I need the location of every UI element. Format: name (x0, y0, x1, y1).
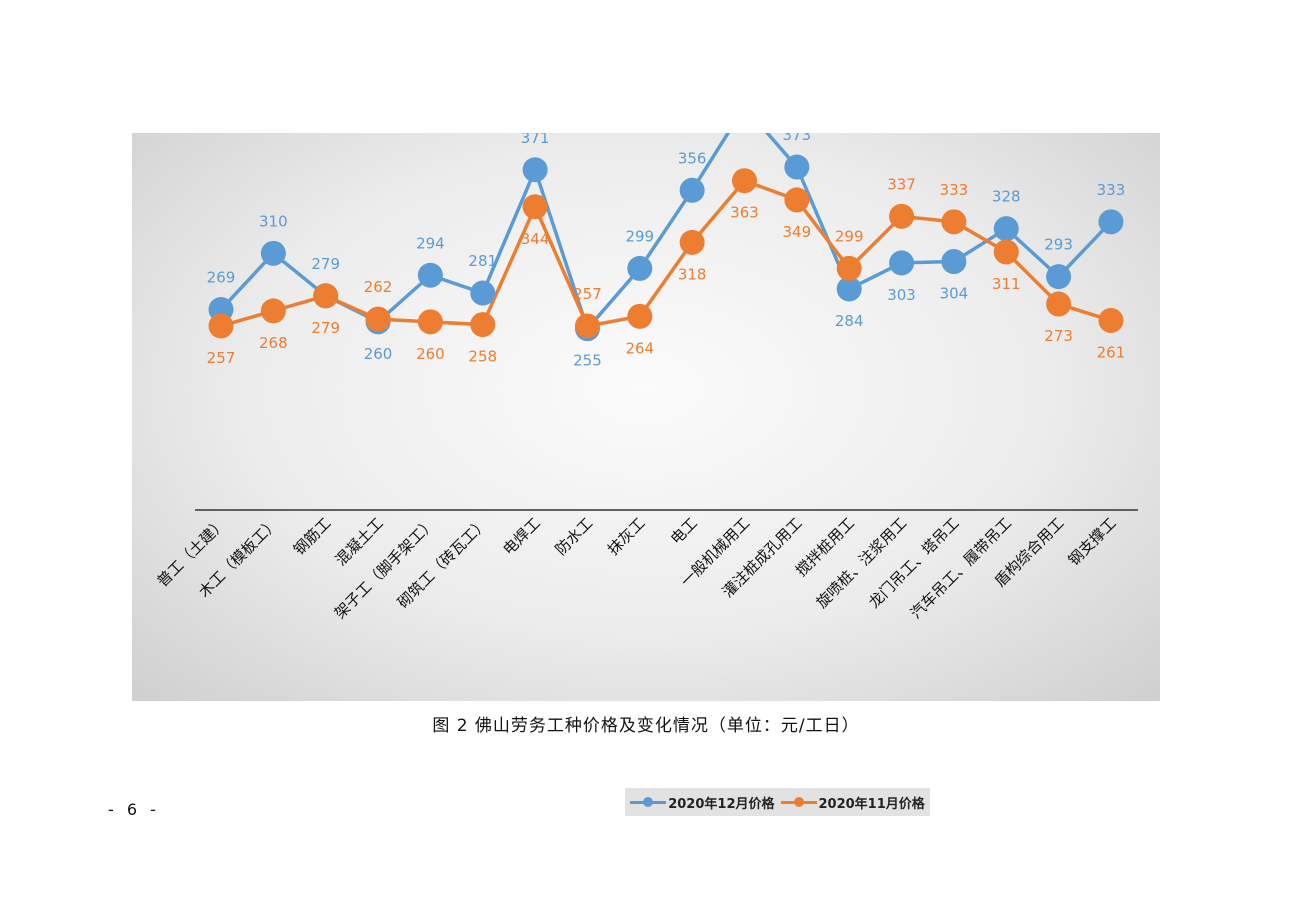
data-label-nov-6: 344 (521, 230, 550, 248)
data-label-dec-16: 293 (1044, 236, 1073, 254)
data-point-dec-13 (889, 250, 915, 276)
chart-panel: 269 257 310 268 279 279 262 260 294 260 281 258 371 3… (132, 133, 1160, 816)
figure-caption: 图 2 佛山劳务工种价格及变化情况（单位：元/工日） (432, 716, 860, 736)
data-point-nov-15 (993, 239, 1019, 265)
data-label-dec-2: 279 (311, 255, 340, 273)
legend-label-dec: 2020年12月价格 (668, 796, 775, 812)
data-label-nov-4: 260 (416, 345, 445, 363)
data-label-dec-12: 284 (835, 312, 864, 330)
data-label-dec-13: 303 (887, 286, 916, 304)
data-point-dec-14 (941, 249, 967, 275)
legend-swatch-nov (780, 796, 817, 808)
data-label-nov-12: 299 (835, 227, 864, 245)
data-label-dec-9: 356 (678, 149, 707, 167)
category-label-5: 砌筑工（砖瓦工） (394, 514, 492, 612)
category-label-8: 抹灰工 (604, 514, 649, 559)
data-point-dec-6 (522, 157, 548, 183)
data-label-nov-9: 318 (678, 265, 707, 283)
data-label-nov-8: 264 (625, 339, 654, 357)
page-number: - 6 - (108, 800, 160, 819)
data-point-nov-12 (836, 255, 862, 281)
data-label-dec-8: 299 (625, 227, 654, 245)
data-point-dec-17 (1098, 209, 1124, 235)
data-label-nov-15: 311 (992, 275, 1021, 293)
data-point-nov-7 (574, 313, 600, 339)
data-point-dec-12 (836, 276, 862, 302)
data-label-dec-0: 269 (207, 269, 236, 287)
data-point-dec-15 (993, 216, 1019, 242)
category-label-6: 电焊工 (499, 514, 544, 559)
data-point-nov-1 (260, 298, 286, 324)
series-line-nov (220, 178, 1112, 328)
data-label-nov-11: 349 (783, 223, 812, 241)
category-label-9: 电工 (667, 514, 701, 548)
data-label-nov-1: 268 (259, 334, 288, 352)
data-point-dec-5 (470, 280, 496, 306)
legend-swatch-dec (630, 796, 667, 808)
category-label-4: 架子工（脚手架工） (331, 514, 439, 622)
data-label-nov-10: 363 (730, 204, 759, 222)
data-point-nov-0 (208, 313, 234, 339)
data-point-nov-10 (732, 168, 757, 194)
data-point-dec-11 (784, 154, 810, 180)
data-label-dec-11: 373 (783, 133, 812, 144)
data-point-nov-3 (365, 306, 391, 332)
data-point-nov-8 (627, 303, 653, 329)
category-label-14: 龙门吊工、塔吊工 (865, 514, 963, 612)
data-label-nov-17: 261 (1097, 343, 1126, 361)
data-point-nov-5 (470, 312, 496, 338)
data-point-nov-9 (679, 229, 705, 255)
data-label-nov-7: 257 (573, 285, 602, 303)
data-label-nov-2: 279 (311, 319, 340, 337)
data-point-dec-9 (679, 177, 705, 203)
data-label-dec-1: 310 (259, 212, 288, 230)
category-label-7: 防水工 (552, 514, 597, 559)
data-point-nov-13 (889, 203, 915, 229)
data-point-nov-17 (1098, 307, 1124, 333)
data-point-nov-4 (417, 309, 443, 335)
data-label-dec-4: 294 (416, 234, 445, 252)
legend-item-nov: 2020年11月价格 (780, 793, 925, 812)
data-label-nov-0: 257 (207, 349, 236, 367)
category-label-2: 钢筋工 (290, 514, 335, 559)
legend-item-dec: 2020年12月价格 (630, 793, 775, 812)
data-label-dec-3: 260 (364, 345, 393, 363)
data-label-dec-7: 255 (573, 352, 602, 370)
category-label-15: 汽车吊工、履带吊工 (907, 514, 1015, 622)
data-label-nov-13: 337 (887, 175, 916, 193)
data-label-dec-5: 281 (468, 252, 497, 270)
data-point-dec-4 (417, 262, 443, 288)
chart-legend: 2020年12月价格 2020年11月价格 (625, 788, 930, 816)
category-label-13: 旋喷桩、注浆用工 (813, 514, 911, 612)
series-line-dec (219, 133, 1113, 331)
data-point-nov-16 (1046, 291, 1072, 317)
data-point-nov-6 (522, 194, 548, 220)
data-label-dec-15: 328 (992, 188, 1021, 206)
data-label-nov-16: 273 (1044, 327, 1073, 345)
data-point-nov-11 (784, 187, 810, 213)
data-point-dec-8 (627, 255, 653, 281)
data-label-nov-3: 262 (364, 278, 393, 296)
category-label-17: 钢支撑工 (1065, 514, 1120, 569)
data-point-dec-1 (260, 240, 286, 266)
data-point-nov-14 (941, 209, 967, 235)
data-label-dec-14: 304 (940, 285, 969, 303)
data-label-dec-6: 371 (521, 133, 550, 147)
line-chart: 269 257 310 268 279 279 262 260 294 260 281 258 371 3… (153, 133, 1138, 622)
data-point-nov-2 (313, 283, 339, 309)
data-label-nov-14: 333 (940, 181, 969, 199)
data-label-dec-17: 333 (1097, 181, 1126, 199)
legend-label-nov: 2020年11月价格 (818, 796, 925, 812)
data-label-nov-5: 258 (468, 348, 497, 366)
data-point-dec-16 (1046, 264, 1072, 290)
